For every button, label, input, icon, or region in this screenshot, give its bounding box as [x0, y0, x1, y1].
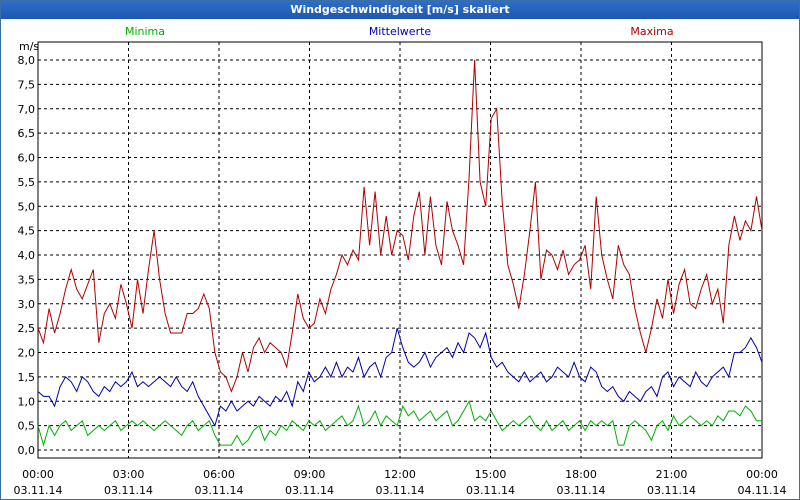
y-tick-label: 7,5: [18, 78, 36, 91]
x-tick-time: 00:00: [746, 468, 778, 481]
series-lines: [37, 59, 763, 447]
y-tick-label: 2,5: [18, 322, 36, 335]
x-tick-time: 21:00: [656, 468, 688, 481]
y-tick-label: 2,0: [18, 347, 36, 360]
y-tick-label: 8,0: [18, 54, 36, 67]
series-line-minima: [37, 400, 762, 447]
y-tick-label: 3,5: [18, 273, 36, 286]
y-axis-label: m/s: [19, 40, 39, 53]
x-tick-date: 03.11.14: [14, 484, 63, 497]
x-tick-date: 03.11.14: [647, 484, 696, 497]
legend-minima: Minima: [125, 25, 165, 38]
x-tick-time: 00:00: [22, 468, 54, 481]
y-tick-labels: 0,0 0,5 1,0 1,5 2,0 2,5 3,0 3,5 4,0 4,5 5,0 5,5 6,0 6…: [18, 54, 36, 457]
x-tick-date: 03.11.14: [466, 484, 515, 497]
legend: Minima Mittelwerte Maxima: [125, 25, 674, 38]
x-tick-time: 12:00: [384, 468, 416, 481]
y-tick-label: 5,0: [18, 200, 36, 213]
x-tick-date: 03.11.14: [104, 484, 153, 497]
y-tick-label: 7,0: [18, 103, 36, 116]
y-tick-label: 0,0: [18, 444, 36, 457]
x-tick-date: 03.11.14: [376, 484, 425, 497]
y-tick-label: 6,0: [18, 152, 36, 165]
plot-border: [37, 41, 763, 459]
y-tick-label: 1,0: [18, 395, 36, 408]
series-line-mittelwerte: [37, 327, 763, 427]
legend-maxima: Maxima: [630, 25, 673, 38]
x-tick-time: 03:00: [113, 468, 145, 481]
series-line-maxima: [37, 59, 763, 393]
x-tick-time: 18:00: [565, 468, 597, 481]
x-tick-time: 06:00: [203, 468, 235, 481]
chart-title: Windgeschwindigkeit [m/s] skaliert: [1, 1, 799, 19]
x-tick-date: 03.11.14: [285, 484, 334, 497]
x-tick-time: 09:00: [294, 468, 326, 481]
y-tick-label: 4,0: [18, 249, 36, 262]
x-tick-time: 15:00: [475, 468, 507, 481]
legend-mittelwerte: Mittelwerte: [369, 25, 432, 38]
y-tick-label: 6,5: [18, 127, 36, 140]
x-tick-labels: 00:00 03.11.14 03:00 03.11.14 06:00 03.11.14 0…: [14, 468, 787, 497]
x-tick-date: 04.11.14: [738, 484, 787, 497]
y-tick-label: 5,5: [18, 176, 36, 189]
y-tick-label: 3,0: [18, 298, 36, 311]
x-tick-date: 03.11.14: [195, 484, 244, 497]
y-tick-label: 4,5: [18, 225, 36, 238]
y-tick-label: 1,5: [18, 371, 36, 384]
y-tick-label: 0,5: [18, 420, 36, 433]
x-tick-date: 03.11.14: [557, 484, 606, 497]
grid: [38, 42, 762, 458]
